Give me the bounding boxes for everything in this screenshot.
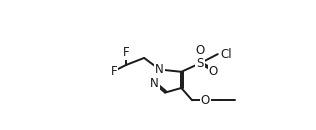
Text: F: F	[111, 64, 117, 77]
Text: F: F	[123, 46, 130, 59]
Text: Cl: Cl	[221, 48, 233, 61]
Text: O: O	[195, 44, 204, 57]
Text: N: N	[150, 77, 159, 90]
Text: S: S	[196, 57, 204, 70]
Text: N: N	[155, 63, 164, 76]
Text: O: O	[209, 64, 218, 77]
Text: O: O	[201, 94, 210, 107]
